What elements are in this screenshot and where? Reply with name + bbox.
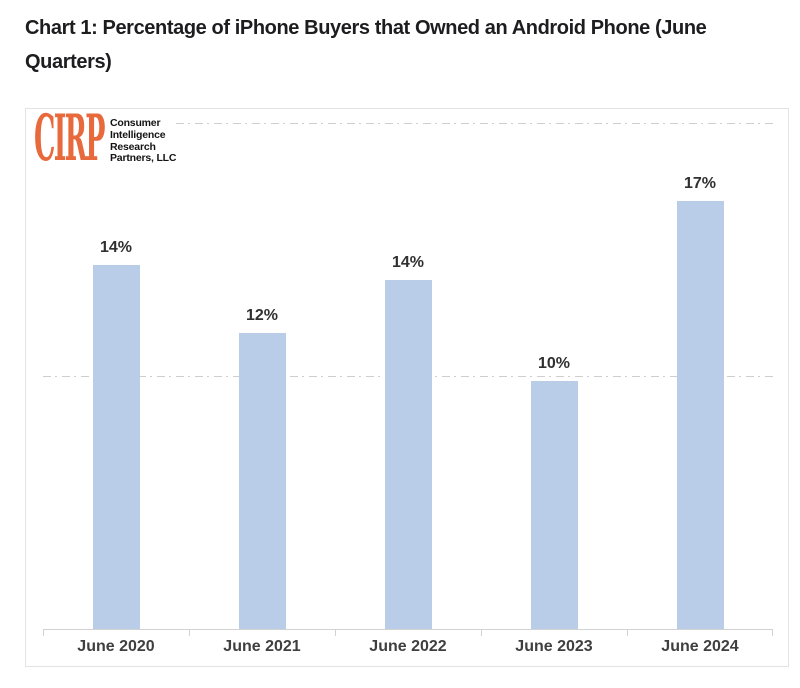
bar-value-label-june-2024: 17% xyxy=(683,175,717,193)
bar-chart-plot: 14% June 2020 12% June 2021 14% June 2022 10% J… xyxy=(43,109,773,666)
x-axis-label-june-2020: June 2020 xyxy=(77,638,155,655)
bar-june-2022 xyxy=(384,279,432,629)
cirp-logo-wordmark: CIRP xyxy=(34,101,105,176)
x-axis-tick xyxy=(43,630,44,636)
gridline-20pct xyxy=(43,123,773,125)
bar-value-label-june-2020: 14% xyxy=(99,238,133,256)
x-axis-tick xyxy=(627,630,628,636)
cirp-logo: CIRP Consumer Intelligence Research Part… xyxy=(34,107,177,171)
x-axis-label-june-2022: June 2022 xyxy=(369,638,447,655)
logo-line-3: Research xyxy=(110,140,156,153)
x-axis-label-june-2024: June 2024 xyxy=(661,638,739,655)
x-axis-label-june-2023: June 2023 xyxy=(515,638,593,655)
logo-line-1: Consumer xyxy=(110,117,161,129)
page-title: Chart 1: Percentage of iPhone Buyers tha… xyxy=(25,17,707,73)
bar-june-2023 xyxy=(530,381,578,629)
x-axis-line xyxy=(43,629,773,630)
x-axis-tick xyxy=(189,630,190,636)
bar-value-label-june-2022: 14% xyxy=(391,253,425,271)
logo-line-4: Partners, LLC xyxy=(110,152,177,165)
bar-june-2021 xyxy=(238,332,286,629)
x-axis-tick xyxy=(335,630,336,636)
bar-value-label-june-2023: 10% xyxy=(537,355,571,373)
x-axis-tick xyxy=(772,630,773,636)
chart-card: 14% June 2020 12% June 2021 14% June 2022 10% J… xyxy=(25,107,789,667)
bar-june-2020 xyxy=(92,264,140,629)
x-axis-tick xyxy=(481,630,482,636)
cirp-logo-text: Consumer Intelligence Research Partners,… xyxy=(110,117,177,165)
bar-june-2024 xyxy=(676,201,724,629)
x-axis-label-june-2021: June 2021 xyxy=(223,638,301,655)
logo-line-2: Intelligence xyxy=(110,128,166,141)
bar-value-label-june-2021: 12% xyxy=(245,306,279,324)
